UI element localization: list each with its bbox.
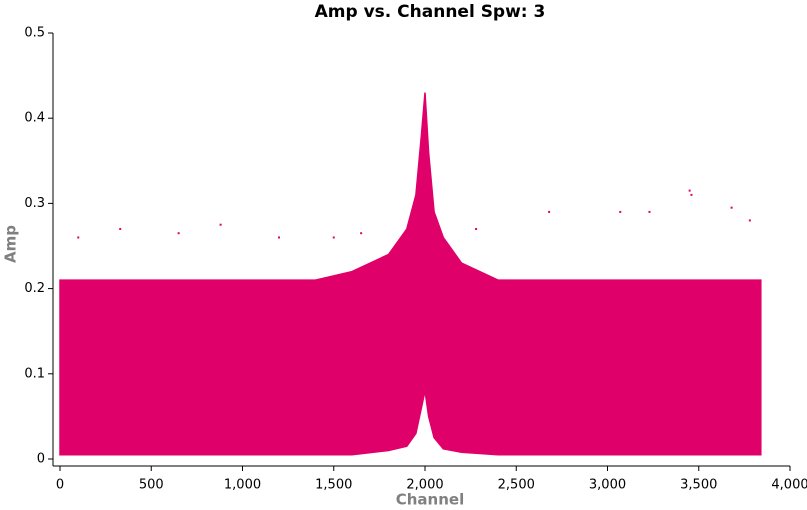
outlier-point xyxy=(688,189,691,192)
outlier-point xyxy=(748,219,751,222)
data-band xyxy=(59,92,762,456)
y-tick-label: 0.3 xyxy=(24,196,45,211)
outlier-point xyxy=(475,227,478,230)
outlier-point xyxy=(219,223,222,226)
outlier-point xyxy=(177,232,180,235)
x-tick-label: 2,000 xyxy=(406,478,443,493)
y-tick-label: 0.2 xyxy=(24,281,45,296)
outlier-point xyxy=(619,210,622,213)
outlier-point xyxy=(548,210,551,213)
x-tick-label: 2,500 xyxy=(498,478,535,493)
x-tick-label: 4,000 xyxy=(771,478,807,493)
outlier-point xyxy=(332,236,335,239)
outlier-point xyxy=(648,210,651,213)
x-axis-label: Channel xyxy=(396,491,464,509)
y-tick-label: 0.4 xyxy=(24,111,45,126)
outlier-point xyxy=(119,227,122,230)
outlier-point xyxy=(360,232,363,235)
chart-title: Amp vs. Channel Spw: 3 xyxy=(315,2,546,22)
x-tick-label: 3,000 xyxy=(589,478,626,493)
x-tick-label: 0 xyxy=(56,478,64,493)
outlier-point xyxy=(278,236,280,239)
y-tick-label: 0.5 xyxy=(24,26,45,41)
x-tick-label: 1,500 xyxy=(315,478,352,493)
x-tick-label: 1,000 xyxy=(224,478,261,493)
outlier-point xyxy=(690,193,693,196)
y-tick-label: 0 xyxy=(37,452,45,467)
y-tick-label: 0.1 xyxy=(24,366,45,381)
x-tick-label: 3,500 xyxy=(680,478,717,493)
outlier-point xyxy=(77,236,80,239)
x-tick-label: 500 xyxy=(139,478,164,493)
y-axis-label: Amp xyxy=(2,225,20,263)
outlier-point xyxy=(730,206,733,209)
